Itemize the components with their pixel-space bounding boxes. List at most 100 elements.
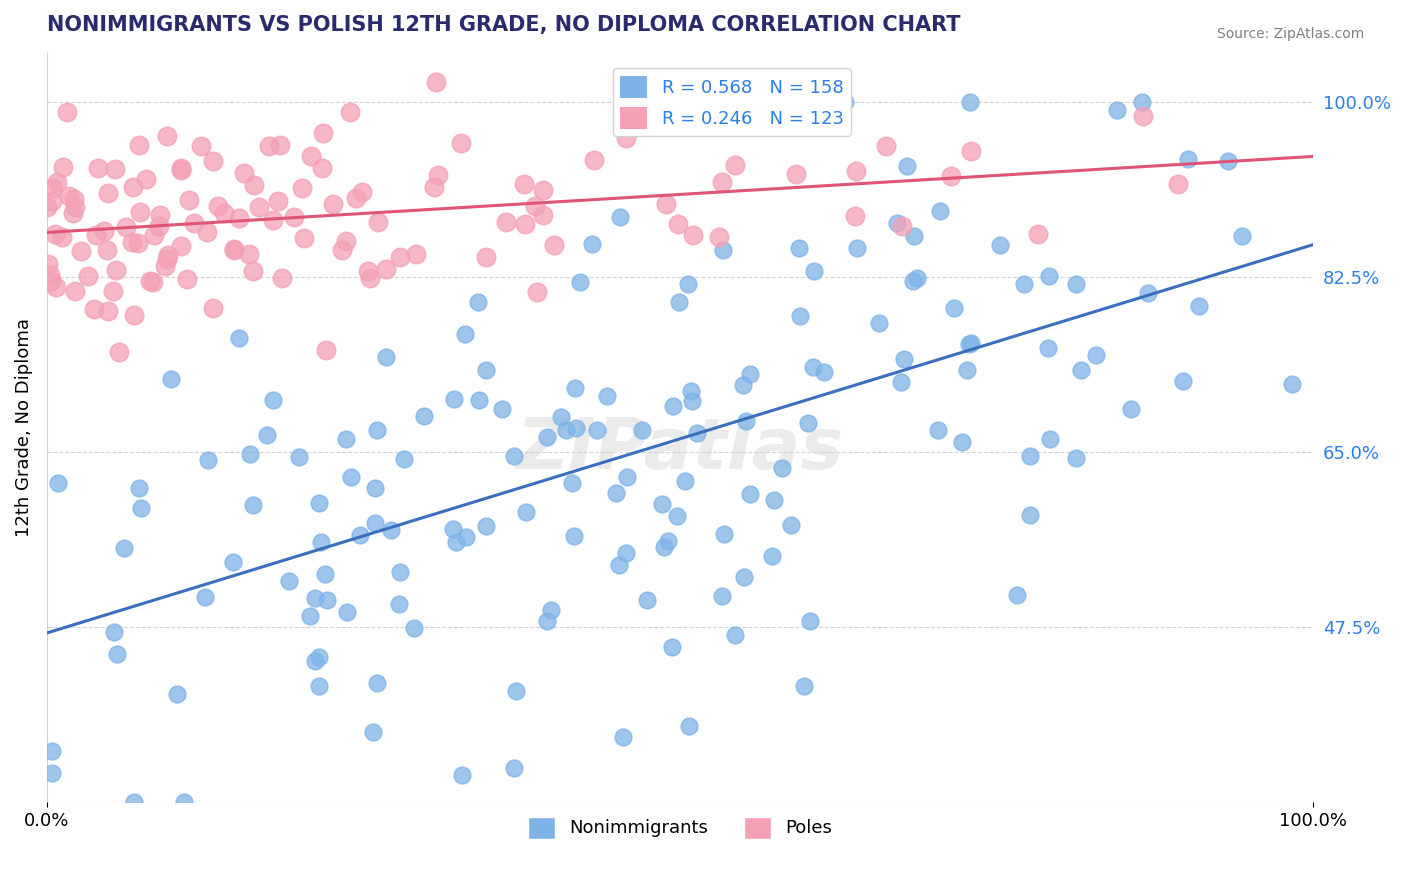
Y-axis label: 12th Grade, No Diploma: 12th Grade, No Diploma xyxy=(15,318,32,537)
Point xyxy=(785,167,807,181)
Point xyxy=(652,540,675,554)
Point xyxy=(45,175,67,189)
Point xyxy=(903,228,925,243)
Point xyxy=(441,522,464,536)
Point xyxy=(41,765,63,780)
Point xyxy=(128,481,150,495)
Point xyxy=(52,161,75,175)
Point xyxy=(1028,227,1050,241)
Point xyxy=(661,640,683,654)
Point xyxy=(586,423,609,437)
Point xyxy=(170,238,193,252)
Point xyxy=(388,566,411,580)
Point xyxy=(513,177,536,191)
Point xyxy=(515,217,537,231)
Point xyxy=(787,241,810,255)
Point xyxy=(607,558,630,572)
Point xyxy=(1105,103,1128,117)
Point xyxy=(42,180,65,194)
Point xyxy=(105,647,128,661)
Point xyxy=(367,215,389,229)
Point xyxy=(423,179,446,194)
Point xyxy=(762,493,785,508)
Point xyxy=(636,593,658,607)
Point xyxy=(569,275,592,289)
Point xyxy=(555,423,578,437)
Point xyxy=(190,139,212,153)
Point xyxy=(467,393,489,408)
Point xyxy=(103,625,125,640)
Point xyxy=(304,591,326,606)
Point xyxy=(228,211,250,226)
Point xyxy=(142,275,165,289)
Point xyxy=(1281,376,1303,391)
Point xyxy=(86,228,108,243)
Point xyxy=(1070,363,1092,377)
Point xyxy=(1136,286,1159,301)
Point xyxy=(1036,341,1059,355)
Point xyxy=(173,795,195,809)
Point xyxy=(357,264,380,278)
Point xyxy=(724,158,747,172)
Point xyxy=(1085,348,1108,362)
Point xyxy=(96,243,118,257)
Point xyxy=(734,414,756,428)
Point xyxy=(291,180,314,194)
Point xyxy=(453,327,475,342)
Point xyxy=(724,628,747,642)
Point xyxy=(233,165,256,179)
Point xyxy=(375,261,398,276)
Point xyxy=(616,470,638,484)
Point xyxy=(212,206,235,220)
Point xyxy=(959,95,981,109)
Point xyxy=(364,516,387,531)
Point xyxy=(41,194,63,208)
Point xyxy=(56,104,79,119)
Point xyxy=(875,139,897,153)
Point xyxy=(1132,110,1154,124)
Point xyxy=(1005,588,1028,602)
Point xyxy=(728,95,751,109)
Point xyxy=(242,264,264,278)
Point xyxy=(612,731,634,745)
Point xyxy=(339,470,361,484)
Point xyxy=(929,204,952,219)
Point xyxy=(813,365,835,379)
Point xyxy=(392,451,415,466)
Point xyxy=(630,423,652,437)
Point xyxy=(387,597,409,611)
Point xyxy=(651,498,673,512)
Point xyxy=(941,169,963,183)
Point xyxy=(335,432,357,446)
Point xyxy=(179,194,201,208)
Point xyxy=(62,205,84,219)
Point xyxy=(834,95,856,109)
Point xyxy=(256,427,278,442)
Point xyxy=(550,409,572,424)
Point xyxy=(156,252,179,266)
Point xyxy=(681,393,703,408)
Point xyxy=(299,149,322,163)
Point xyxy=(803,263,825,277)
Point xyxy=(988,237,1011,252)
Point xyxy=(262,213,284,227)
Point xyxy=(443,392,465,406)
Point xyxy=(202,301,225,315)
Point xyxy=(128,138,150,153)
Point xyxy=(269,137,291,152)
Point xyxy=(63,200,86,214)
Point xyxy=(262,393,284,408)
Point xyxy=(271,271,294,285)
Point xyxy=(676,277,699,291)
Point xyxy=(1188,299,1211,313)
Point xyxy=(491,401,513,416)
Point xyxy=(330,243,353,257)
Point xyxy=(108,345,131,359)
Point xyxy=(564,529,586,543)
Point xyxy=(673,474,696,488)
Point xyxy=(799,614,821,628)
Point xyxy=(316,592,339,607)
Point xyxy=(37,200,59,214)
Point xyxy=(156,129,179,144)
Point xyxy=(278,574,301,588)
